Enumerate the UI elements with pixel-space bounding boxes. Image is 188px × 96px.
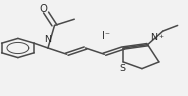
Text: S: S <box>119 64 125 73</box>
Text: +: + <box>158 34 163 38</box>
Text: O: O <box>40 4 48 14</box>
Text: N: N <box>44 35 52 44</box>
Text: I⁻: I⁻ <box>102 31 110 41</box>
Text: N: N <box>150 33 157 42</box>
